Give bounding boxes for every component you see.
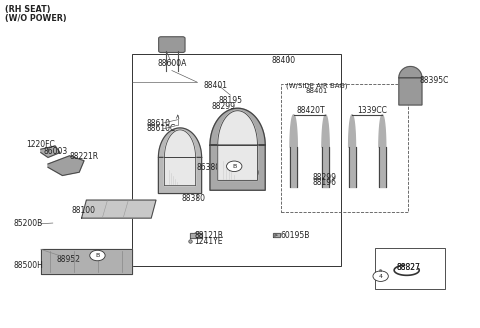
Polygon shape [190, 233, 202, 238]
Circle shape [227, 161, 242, 172]
Bar [281, 84, 408, 212]
Polygon shape [48, 156, 84, 175]
Text: 88196: 88196 [313, 178, 337, 187]
Text: 88121R: 88121R [194, 231, 224, 240]
Polygon shape [273, 233, 280, 237]
Text: 88600A: 88600A [157, 59, 187, 69]
Polygon shape [158, 128, 202, 194]
FancyBboxPatch shape [158, 37, 185, 52]
Polygon shape [348, 115, 356, 147]
Text: 1339CC: 1339CC [358, 106, 387, 115]
Polygon shape [82, 200, 156, 218]
Text: 88299: 88299 [211, 102, 235, 111]
Polygon shape [322, 147, 329, 187]
Polygon shape [322, 115, 329, 147]
Bar [132, 54, 341, 266]
Polygon shape [165, 130, 195, 186]
Circle shape [373, 271, 388, 281]
Polygon shape [290, 115, 297, 147]
Text: 88400: 88400 [271, 56, 295, 65]
Text: 60195B: 60195B [281, 231, 310, 240]
Text: 86380B: 86380B [197, 163, 226, 173]
Text: 88221R: 88221R [70, 152, 99, 161]
Text: 88299: 88299 [313, 173, 337, 182]
Text: 88610: 88610 [146, 118, 170, 128]
Text: 88420T: 88420T [297, 106, 325, 115]
Text: 1220FC: 1220FC [26, 140, 55, 150]
Polygon shape [41, 249, 132, 274]
Polygon shape [210, 108, 265, 190]
Circle shape [90, 250, 105, 261]
Text: (RH SEAT): (RH SEAT) [5, 5, 50, 14]
Text: 88827: 88827 [396, 263, 420, 272]
Text: 88100: 88100 [72, 206, 96, 215]
Text: 88401: 88401 [306, 88, 328, 94]
Text: (W/SIDE AIR BAG): (W/SIDE AIR BAG) [286, 82, 348, 89]
Text: 1241YE: 1241YE [194, 236, 223, 246]
Text: 88380: 88380 [181, 194, 205, 203]
Text: 88450: 88450 [235, 169, 259, 178]
Polygon shape [290, 147, 297, 187]
Polygon shape [379, 147, 386, 187]
Text: B: B [232, 164, 236, 169]
Text: (W/O POWER): (W/O POWER) [5, 14, 66, 23]
Polygon shape [379, 115, 386, 147]
Bar [375, 248, 445, 289]
Polygon shape [399, 67, 422, 105]
Text: 88395C: 88395C [420, 76, 449, 85]
Text: 88952: 88952 [57, 255, 81, 264]
Text: B: B [96, 253, 99, 258]
Text: 88827: 88827 [396, 263, 420, 272]
Polygon shape [41, 146, 60, 157]
Polygon shape [348, 147, 356, 187]
Polygon shape [218, 111, 257, 180]
Text: 4: 4 [379, 274, 383, 279]
Text: 88401: 88401 [204, 81, 228, 90]
Text: 88195: 88195 [218, 95, 242, 105]
Text: 88610C: 88610C [146, 124, 176, 133]
Text: 85200B: 85200B [13, 219, 43, 228]
Text: 86003: 86003 [43, 147, 68, 156]
Text: a: a [379, 268, 382, 273]
Text: 88500H: 88500H [13, 260, 43, 270]
